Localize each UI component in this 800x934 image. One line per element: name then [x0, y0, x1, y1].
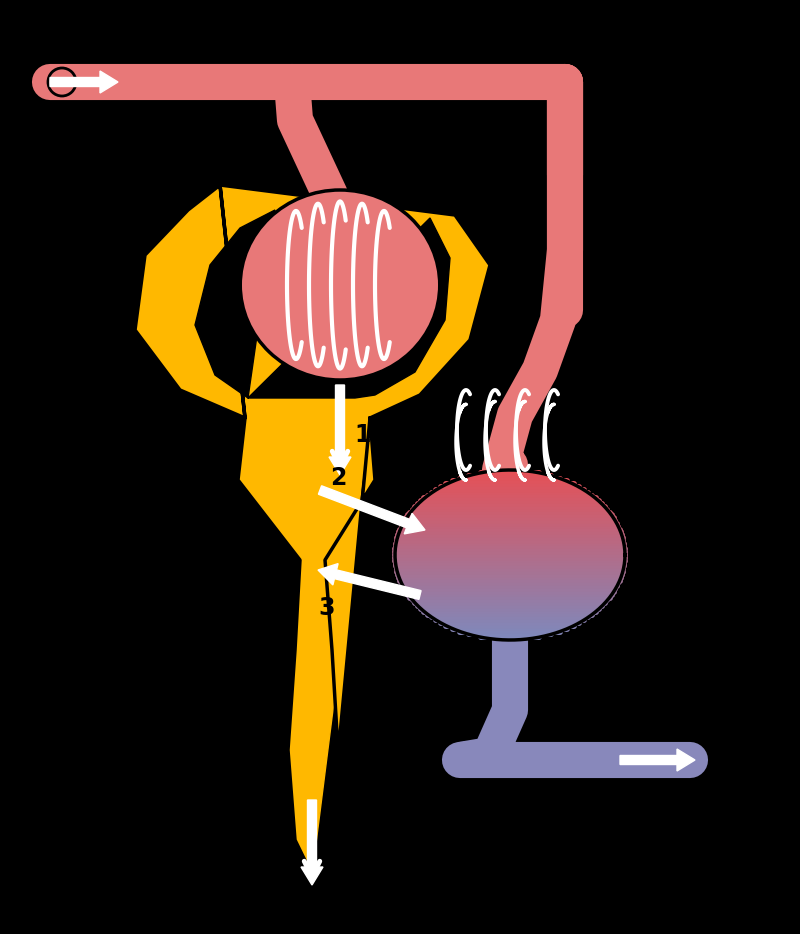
FancyArrow shape	[301, 800, 323, 885]
FancyArrow shape	[329, 385, 351, 475]
Ellipse shape	[240, 190, 440, 380]
Text: 3: 3	[318, 596, 334, 620]
FancyArrow shape	[620, 749, 695, 771]
FancyArrow shape	[318, 563, 421, 600]
FancyArrow shape	[318, 486, 425, 534]
Text: 1: 1	[354, 423, 370, 447]
Circle shape	[48, 68, 76, 96]
FancyArrow shape	[50, 71, 118, 93]
Polygon shape	[135, 185, 490, 875]
Text: 4: 4	[325, 773, 342, 797]
Text: 2: 2	[330, 466, 346, 490]
Polygon shape	[195, 210, 450, 398]
